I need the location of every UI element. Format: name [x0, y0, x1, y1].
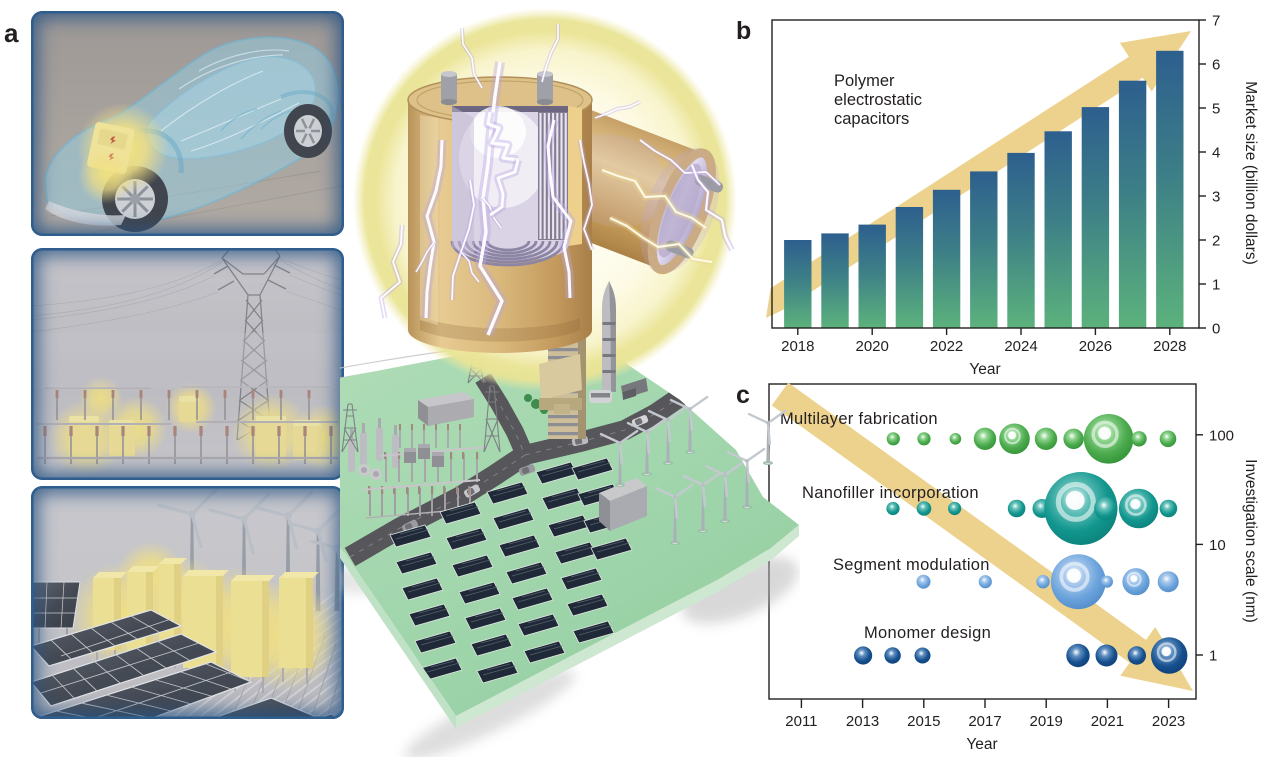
- svg-text:Multilayer fabrication: Multilayer fabrication: [780, 410, 938, 428]
- svg-text:2019: 2019: [1030, 713, 1063, 730]
- svg-text:Nanofiller incorporation: Nanofiller incorporation: [802, 484, 979, 502]
- svg-text:2022: 2022: [930, 338, 963, 355]
- svg-text:b: b: [736, 17, 751, 45]
- svg-text:2: 2: [1212, 233, 1220, 250]
- svg-text:6: 6: [1212, 57, 1220, 74]
- svg-text:4: 4: [1212, 145, 1220, 162]
- svg-text:1: 1: [1209, 648, 1217, 665]
- svg-text:Investigation scale (nm): Investigation scale (nm): [1242, 459, 1259, 623]
- svg-text:100: 100: [1209, 427, 1234, 444]
- svg-text:Year: Year: [969, 361, 1000, 378]
- svg-text:2020: 2020: [856, 338, 889, 355]
- svg-text:0: 0: [1212, 321, 1220, 338]
- svg-text:2023: 2023: [1152, 713, 1185, 730]
- svg-text:2013: 2013: [846, 713, 879, 730]
- svg-text:2028: 2028: [1153, 338, 1186, 355]
- svg-text:Segment modulation: Segment modulation: [833, 556, 990, 574]
- svg-text:c: c: [736, 381, 750, 409]
- svg-text:5: 5: [1212, 101, 1220, 118]
- svg-text:2017: 2017: [968, 713, 1001, 730]
- svg-text:1: 1: [1212, 277, 1220, 294]
- svg-text:Polymer: Polymer: [834, 72, 895, 90]
- svg-text:2015: 2015: [907, 713, 940, 730]
- svg-text:Year: Year: [966, 736, 997, 753]
- svg-text:Monomer design: Monomer design: [864, 624, 991, 642]
- svg-text:2021: 2021: [1091, 713, 1124, 730]
- svg-text:Market size (billion dollars): Market size (billion dollars): [1242, 81, 1259, 264]
- svg-text:3: 3: [1212, 189, 1220, 206]
- svg-text:2024: 2024: [1004, 338, 1037, 355]
- svg-text:electrostatic: electrostatic: [834, 91, 922, 109]
- svg-text:2018: 2018: [781, 338, 814, 355]
- svg-text:10: 10: [1209, 537, 1226, 554]
- svg-text:2011: 2011: [785, 713, 817, 730]
- svg-text:capacitors: capacitors: [834, 110, 909, 128]
- svg-text:7: 7: [1212, 13, 1220, 30]
- svg-text:2026: 2026: [1079, 338, 1112, 355]
